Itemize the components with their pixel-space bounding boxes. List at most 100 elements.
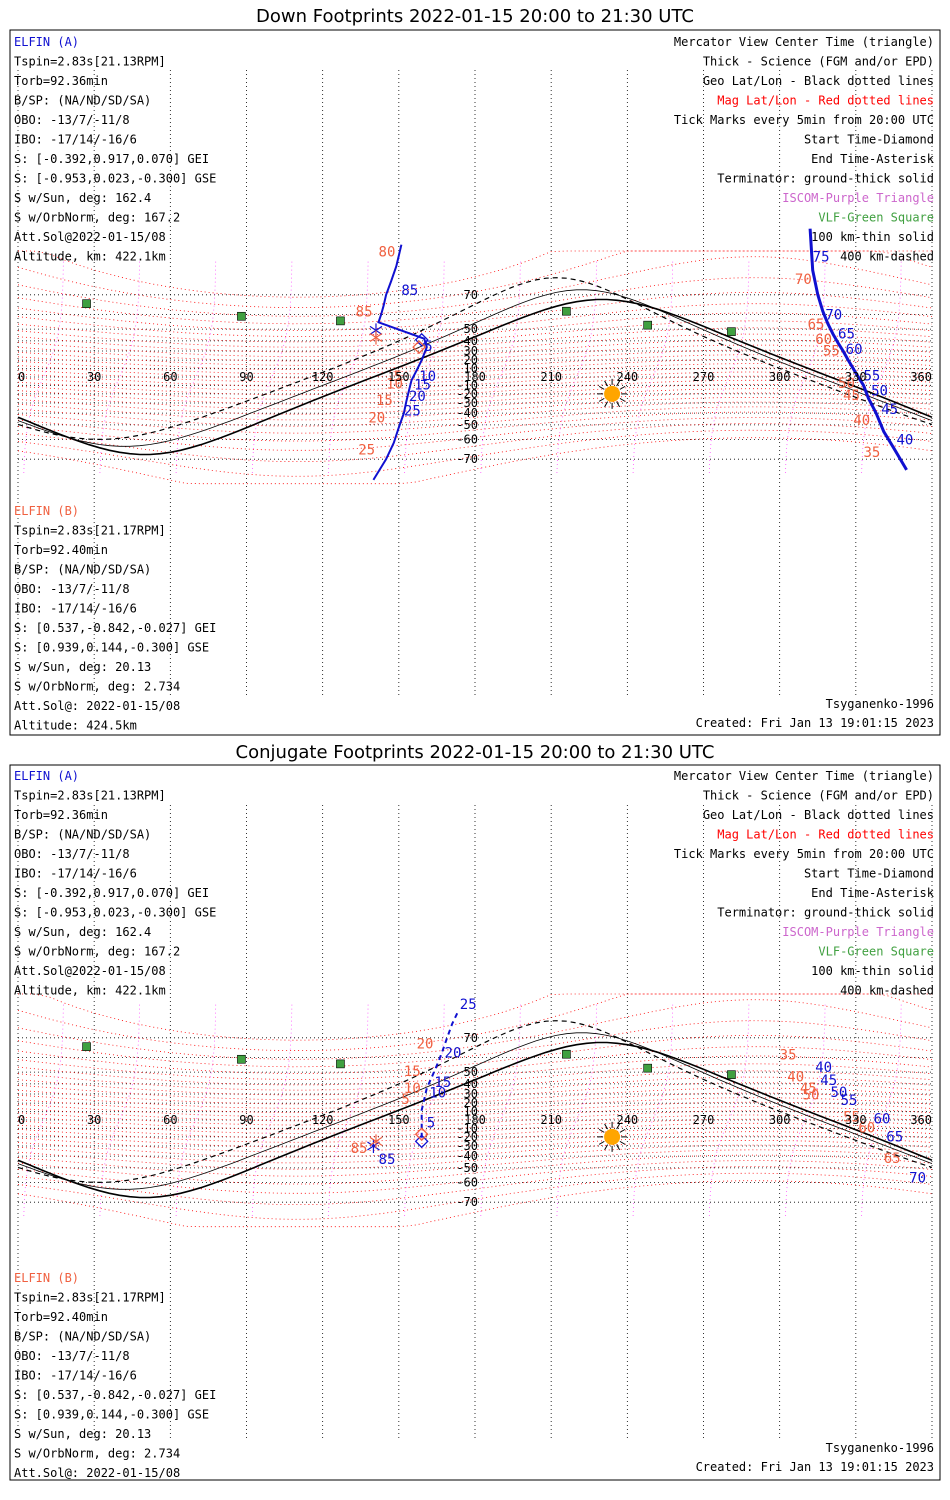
elfin-a-tick-label: 65 xyxy=(838,327,855,343)
elfin-b-tick-label: 60 xyxy=(858,1121,875,1137)
legend-line: End Time-Asterisk xyxy=(811,886,935,900)
mag-parallel xyxy=(17,333,933,358)
elfin-b-info-line: S w/Sun, deg: 20.13 xyxy=(14,660,151,674)
elfin-a-tick-label: 15 xyxy=(434,1075,451,1091)
lat-tick-label: -60 xyxy=(456,432,478,446)
vlf-station-marker xyxy=(727,1070,736,1079)
elfin-b-info-line: Torb=92.40min xyxy=(14,1310,108,1324)
sun-ray xyxy=(619,385,626,390)
terminator-400km xyxy=(17,1020,933,1184)
sun-ray xyxy=(604,1123,609,1130)
lon-tick-label: 240 xyxy=(616,1113,638,1127)
elfin-a-info-line: IBO: -17/14/-16/6 xyxy=(14,133,137,147)
sun-icon xyxy=(604,1128,621,1145)
mag-parallel xyxy=(17,358,933,379)
elfin-a-info-line: Tspin=2.83s[21.13RPM] xyxy=(14,789,166,803)
legend-line: VLF-Green Square xyxy=(818,211,934,225)
mag-parallel xyxy=(17,1087,933,1109)
elfin-a-info-line: S w/Sun, deg: 162.4 xyxy=(14,925,151,939)
terminator-ground xyxy=(17,1041,933,1199)
mag-parallel xyxy=(17,1118,933,1139)
lat-tick-label: 40 xyxy=(464,334,478,348)
mag-parallel xyxy=(17,1154,933,1185)
mag-parallel xyxy=(17,1180,933,1228)
lat-tick-label: -70 xyxy=(456,452,478,466)
elfin-b-tick-label: 50 xyxy=(838,376,855,392)
terminator-100km xyxy=(17,1032,933,1190)
sun-ray xyxy=(598,397,605,402)
elfin-b-info-line: OBO: -13/7/-11/8 xyxy=(14,1349,130,1363)
lon-tick-label: 210 xyxy=(540,370,562,384)
lat-tick-label: -10 xyxy=(456,378,478,392)
lat-tick-label: -20 xyxy=(456,1130,478,1144)
elfin-b-tick-label: 15 xyxy=(404,1064,421,1080)
elfin-b-start-diamond xyxy=(414,1127,429,1142)
lon-tick-label: 270 xyxy=(693,1113,715,1127)
elfin-a-info-line: B/SP: (NA/ND/SD/SA) xyxy=(14,94,151,108)
mag-parallel xyxy=(17,993,933,1052)
lat-tick-label: -10 xyxy=(456,1121,478,1135)
elfin-b-tick-label: 10 xyxy=(386,377,403,393)
lon-tick-label: 240 xyxy=(616,370,638,384)
vlf-station-marker xyxy=(82,299,91,308)
map-marks xyxy=(17,228,933,481)
elfin-a-info-line: OBO: -13/7/-11/8 xyxy=(14,113,130,127)
sun-ray xyxy=(616,380,621,387)
elfin-a-tick-label: 60 xyxy=(846,342,863,358)
elfin-a-name: ELFIN (A) xyxy=(14,35,79,49)
elfin-a-info-line: Att.Sol@2022-01-15/08 xyxy=(14,964,166,978)
map-marks xyxy=(17,1012,933,1199)
elfin-b-name: ELFIN (B) xyxy=(14,504,79,518)
elfin-a-start-diamond xyxy=(414,1134,429,1149)
sun-ray xyxy=(598,1140,605,1145)
mag-parallel xyxy=(17,388,933,410)
elfin-a-tick-label: 45 xyxy=(881,402,898,418)
lon-tick-label: 90 xyxy=(239,370,253,384)
lat-tick-label: 40 xyxy=(464,1077,478,1091)
conjugate-footprints-panel: Conjugate Footprints 2022-01-15 20:00 to… xyxy=(0,740,950,1485)
mag-parallel xyxy=(17,417,933,451)
elfin-a-info-line: S w/OrbNorm, deg: 167.2 xyxy=(14,945,180,959)
mag-parallel xyxy=(17,344,933,366)
mag-parallel xyxy=(17,363,933,383)
sun-ray xyxy=(598,385,605,390)
elfin-a-info-line: Torb=92.36min xyxy=(14,74,108,88)
elfin-b-tick-label: 50 xyxy=(803,1088,820,1104)
lat-tick-label: 30 xyxy=(464,1087,478,1101)
lat-tick-label: 70 xyxy=(464,1031,478,1045)
mag-parallel xyxy=(17,1092,933,1113)
elfin-b-info-line: Altitude: 424.5km xyxy=(14,719,137,733)
terminator-100km xyxy=(17,289,933,447)
mag-parallel xyxy=(17,1160,933,1194)
lat-tick-label: 10 xyxy=(464,362,478,376)
elfin-b-tick-label: 20 xyxy=(417,1037,434,1053)
elfin-b-tick-label: 40 xyxy=(853,413,870,429)
elfin-b-info-line: B/SP: (NA/ND/SD/SA) xyxy=(14,563,151,577)
mag-parallel xyxy=(17,1131,933,1153)
lat-tick-label: -20 xyxy=(456,387,478,401)
mag-parallel xyxy=(17,1097,933,1118)
elfin-a-tick-label: 60 xyxy=(874,1111,891,1127)
vlf-station-marker xyxy=(643,1063,652,1073)
mag-parallel xyxy=(17,1035,933,1074)
mag-parallel xyxy=(17,1046,933,1080)
elfin-a-info-line: B/SP: (NA/ND/SD/SA) xyxy=(14,828,151,842)
sun-ray xyxy=(604,380,609,387)
lat-tick-label: -60 xyxy=(456,1175,478,1189)
map-texts: 2520151058540455055606570201510585354045… xyxy=(14,769,935,1480)
elfin-b-tick-label: 35 xyxy=(863,445,880,461)
lon-tick-label: 330 xyxy=(845,370,867,384)
elfin-a-info-line: S: [-0.392,0.917,0.070] GEI xyxy=(14,886,209,900)
elfin-b-info-line: S: [0.939,0.144,-0.300] GSE xyxy=(14,1408,209,1422)
lon-tick-label: 300 xyxy=(769,370,791,384)
elfin-a-end-asterisk xyxy=(367,1141,380,1151)
elfin-b-tick-label: 55 xyxy=(823,344,840,360)
mag-parallel xyxy=(17,1139,933,1164)
elfin-a-tick-label: 20 xyxy=(445,1046,462,1062)
panel-title: Conjugate Footprints 2022-01-15 20:00 to… xyxy=(236,742,715,763)
elfin-a-info-line: S w/OrbNorm, deg: 167.2 xyxy=(14,211,180,225)
elfin-a-end-asterisk xyxy=(369,325,383,335)
elfin-b-tick-label: 15 xyxy=(376,393,393,409)
mag-parallel xyxy=(17,999,933,1060)
lat-tick-label: 50 xyxy=(464,322,478,336)
